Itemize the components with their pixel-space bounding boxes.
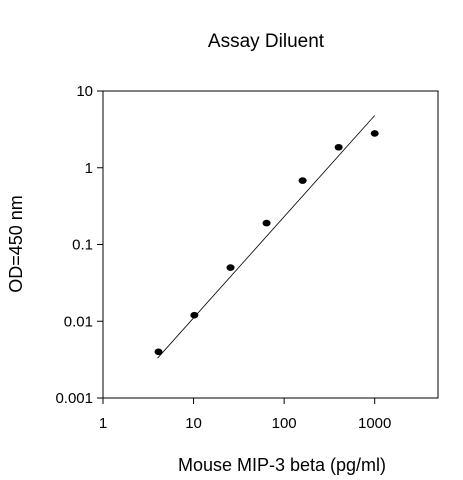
y-tick-label: 0.1 (72, 237, 93, 254)
x-axis: 1 10 100 1000 (99, 398, 391, 432)
chart-title: Assay Diluent (208, 31, 325, 52)
y-tick-label: 10 (76, 83, 93, 100)
x-tick-label: 1 (99, 415, 107, 432)
x-tick-label: 100 (272, 415, 297, 432)
data-point (370, 130, 379, 137)
x-tick-label: 1000 (358, 415, 391, 432)
plot-frame (102, 90, 439, 399)
data-point (262, 219, 271, 227)
fit-line (157, 115, 375, 359)
data-point (190, 311, 199, 319)
y-axis-label: OD=450 nm (6, 195, 26, 293)
y-tick-label: 0.001 (55, 390, 93, 407)
data-point (298, 177, 307, 184)
y-tick-label: 0.01 (64, 313, 93, 330)
data-point (226, 264, 235, 271)
data-points (154, 130, 379, 356)
x-axis-label: Mouse MIP-3 beta (pg/ml) (178, 455, 386, 475)
x-tick-label: 10 (185, 415, 202, 432)
data-point (154, 348, 163, 356)
y-tick-label: 1 (85, 160, 93, 177)
y-axis: 0.001 0.01 0.1 1 10 (55, 83, 103, 407)
data-point (334, 143, 343, 151)
